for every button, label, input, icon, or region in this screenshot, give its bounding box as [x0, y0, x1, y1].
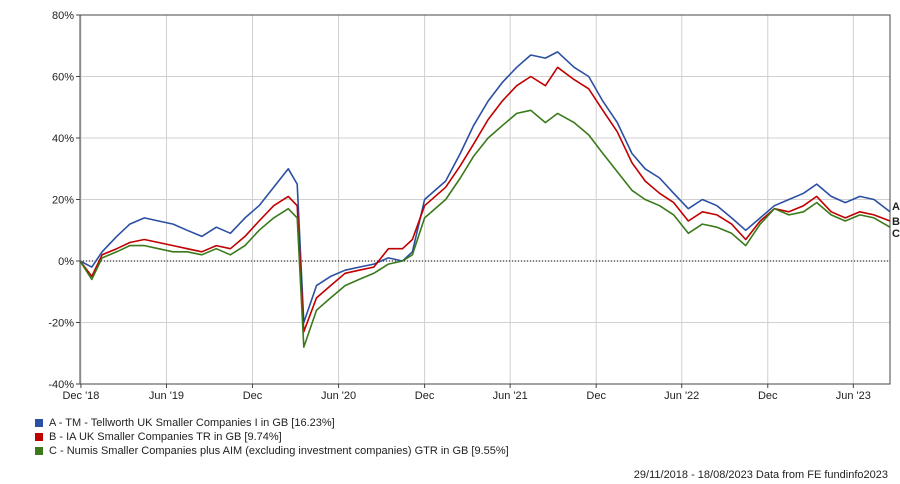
series-end-label-c: C — [892, 228, 900, 240]
x-tick-label: Jun '21 — [493, 390, 528, 402]
series-line-a — [79, 51, 891, 324]
y-axis: -40% -20% 0% 20% 40% 60% 80% — [48, 10, 80, 391]
y-tick-label: -40% — [48, 379, 74, 391]
legend-item-a: A - TM - Tellworth UK Smaller Companies … — [35, 416, 509, 430]
series-line-b — [79, 66, 891, 333]
y-tick-label: 0% — [58, 256, 74, 268]
legend-swatch-c — [35, 447, 43, 455]
x-tick-label: Jun '19 — [149, 390, 184, 402]
series-end-labels: ABC — [892, 201, 900, 240]
y-tick-label: 40% — [52, 133, 74, 145]
legend-item-c: C - Numis Smaller Companies plus AIM (ex… — [35, 444, 509, 458]
x-tick-label: Jun '20 — [321, 390, 356, 402]
x-tick-label: Jun '23 — [836, 390, 871, 402]
y-tick-label: 60% — [52, 72, 74, 84]
series-end-label-a: A — [892, 201, 900, 213]
series-lines — [79, 51, 891, 348]
legend-swatch-b — [35, 433, 43, 441]
grid — [80, 14, 890, 385]
legend-swatch-a — [35, 419, 43, 427]
date-range-source: 29/11/2018 - 18/08/2023 Data from FE fun… — [633, 469, 888, 481]
x-axis: Dec '18 Jun '19 Dec Jun '20 Dec Jun '21 Dec Jun… — [62, 384, 871, 402]
y-tick-label: -20% — [48, 318, 74, 330]
legend: A - TM - Tellworth UK Smaller Companies … — [35, 416, 509, 458]
y-tick-label: 20% — [52, 195, 74, 207]
line-chart: -40%-20%0%20%40%60%80% Dec '18 Jun '19 Dec… — [48, 10, 900, 402]
x-tick-label: Dec '18 — [62, 390, 99, 402]
x-tick-label: Dec — [243, 390, 263, 402]
x-tick-label: Dec — [415, 390, 435, 402]
x-tick-label: Dec — [758, 390, 778, 402]
series-line-c — [79, 109, 891, 348]
series-end-label-b: B — [892, 216, 900, 228]
legend-item-b: B - IA UK Smaller Companies TR in GB [9.… — [35, 430, 509, 444]
x-tick-label: Dec — [586, 390, 606, 402]
legend-label-b: B - IA UK Smaller Companies TR in GB [9.… — [49, 431, 282, 443]
y-tick-label: 80% — [52, 10, 74, 22]
x-tick-label: Jun '22 — [664, 390, 699, 402]
legend-label-c: C - Numis Smaller Companies plus AIM (ex… — [49, 445, 509, 457]
legend-label-a: A - TM - Tellworth UK Smaller Companies … — [49, 417, 335, 429]
